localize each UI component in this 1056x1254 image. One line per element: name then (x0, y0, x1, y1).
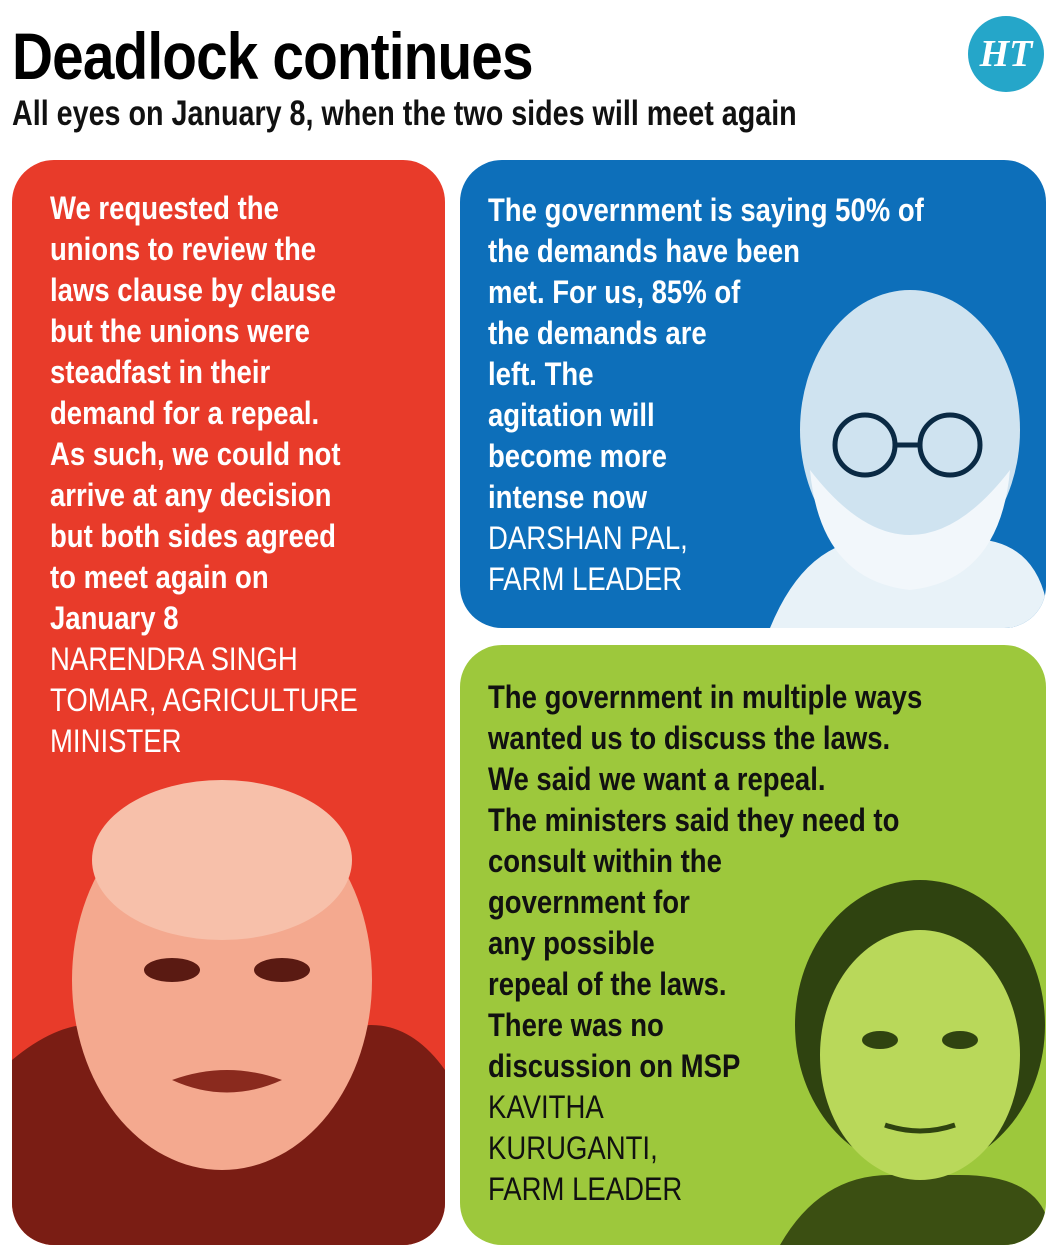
quote-line: government for (488, 884, 690, 920)
quote-line: We said we want a repeal. (488, 761, 826, 797)
subtitle: All eyes on January 8, when the two side… (12, 94, 797, 133)
attribution-line: NARENDRA SINGH (50, 641, 298, 677)
attribution-line: KURUGANTI, (488, 1130, 658, 1166)
quote-line: met. For us, 85% of (488, 274, 741, 310)
quote-card: The government is saying 50% of the deman… (460, 160, 1046, 628)
quote-line: demand for a repeal. (50, 395, 320, 431)
portrait (12, 780, 445, 1245)
quote-line: arrive at any decision (50, 477, 332, 513)
quote-line: The government is saying 50% of (488, 192, 924, 228)
attribution-line: KAVITHA (488, 1089, 604, 1125)
quote-line: We requested the (50, 190, 279, 226)
attribution-line: FARM LEADER (488, 561, 683, 597)
quote-line: but the unions were (50, 313, 310, 349)
quote-line: repeal of the laws. (488, 966, 727, 1002)
attribution-line: DARSHAN PAL, (488, 520, 688, 556)
quote-line: discussion on MSP (488, 1048, 741, 1084)
attribution-line: FARM LEADER (488, 1171, 683, 1207)
quote-line: There was no (488, 1007, 664, 1043)
quote-line: The government in multiple ways (488, 679, 923, 715)
quote-line: wanted us to discuss the laws. (488, 720, 891, 756)
portrait (780, 880, 1046, 1245)
quote-line: intense now (488, 479, 648, 515)
logo: HT (968, 16, 1044, 92)
quote-line: to meet again on (50, 559, 269, 595)
quote-line: become more (488, 438, 667, 474)
quote-line: any possible (488, 925, 655, 961)
attribution-line: TOMAR, AGRICULTURE (50, 682, 358, 718)
quote-line: The ministers said they need to (488, 802, 900, 838)
quote-card: The government in multiple ways wanted us… (460, 645, 1046, 1245)
quote-line: consult within the (488, 843, 722, 879)
quote-line: but both sides agreed (50, 518, 336, 554)
quote-line: the demands are (488, 315, 707, 351)
attribution-line: MINISTER (50, 723, 182, 759)
quote-card: We requested the unions to review the laws… (12, 160, 445, 1245)
quote-line: the demands have been (488, 233, 800, 269)
quote-line: agitation will (488, 397, 655, 433)
quote-line: As such, we could not (50, 436, 341, 472)
title: Deadlock continues (12, 19, 534, 93)
quote-line: unions to review the (50, 231, 317, 267)
quote-line: left. The (488, 356, 594, 392)
portrait (770, 290, 1046, 628)
quote-line: laws clause by clause (50, 272, 337, 308)
quote-line: steadfast in their (50, 354, 271, 390)
quote-line: January 8 (50, 600, 179, 636)
